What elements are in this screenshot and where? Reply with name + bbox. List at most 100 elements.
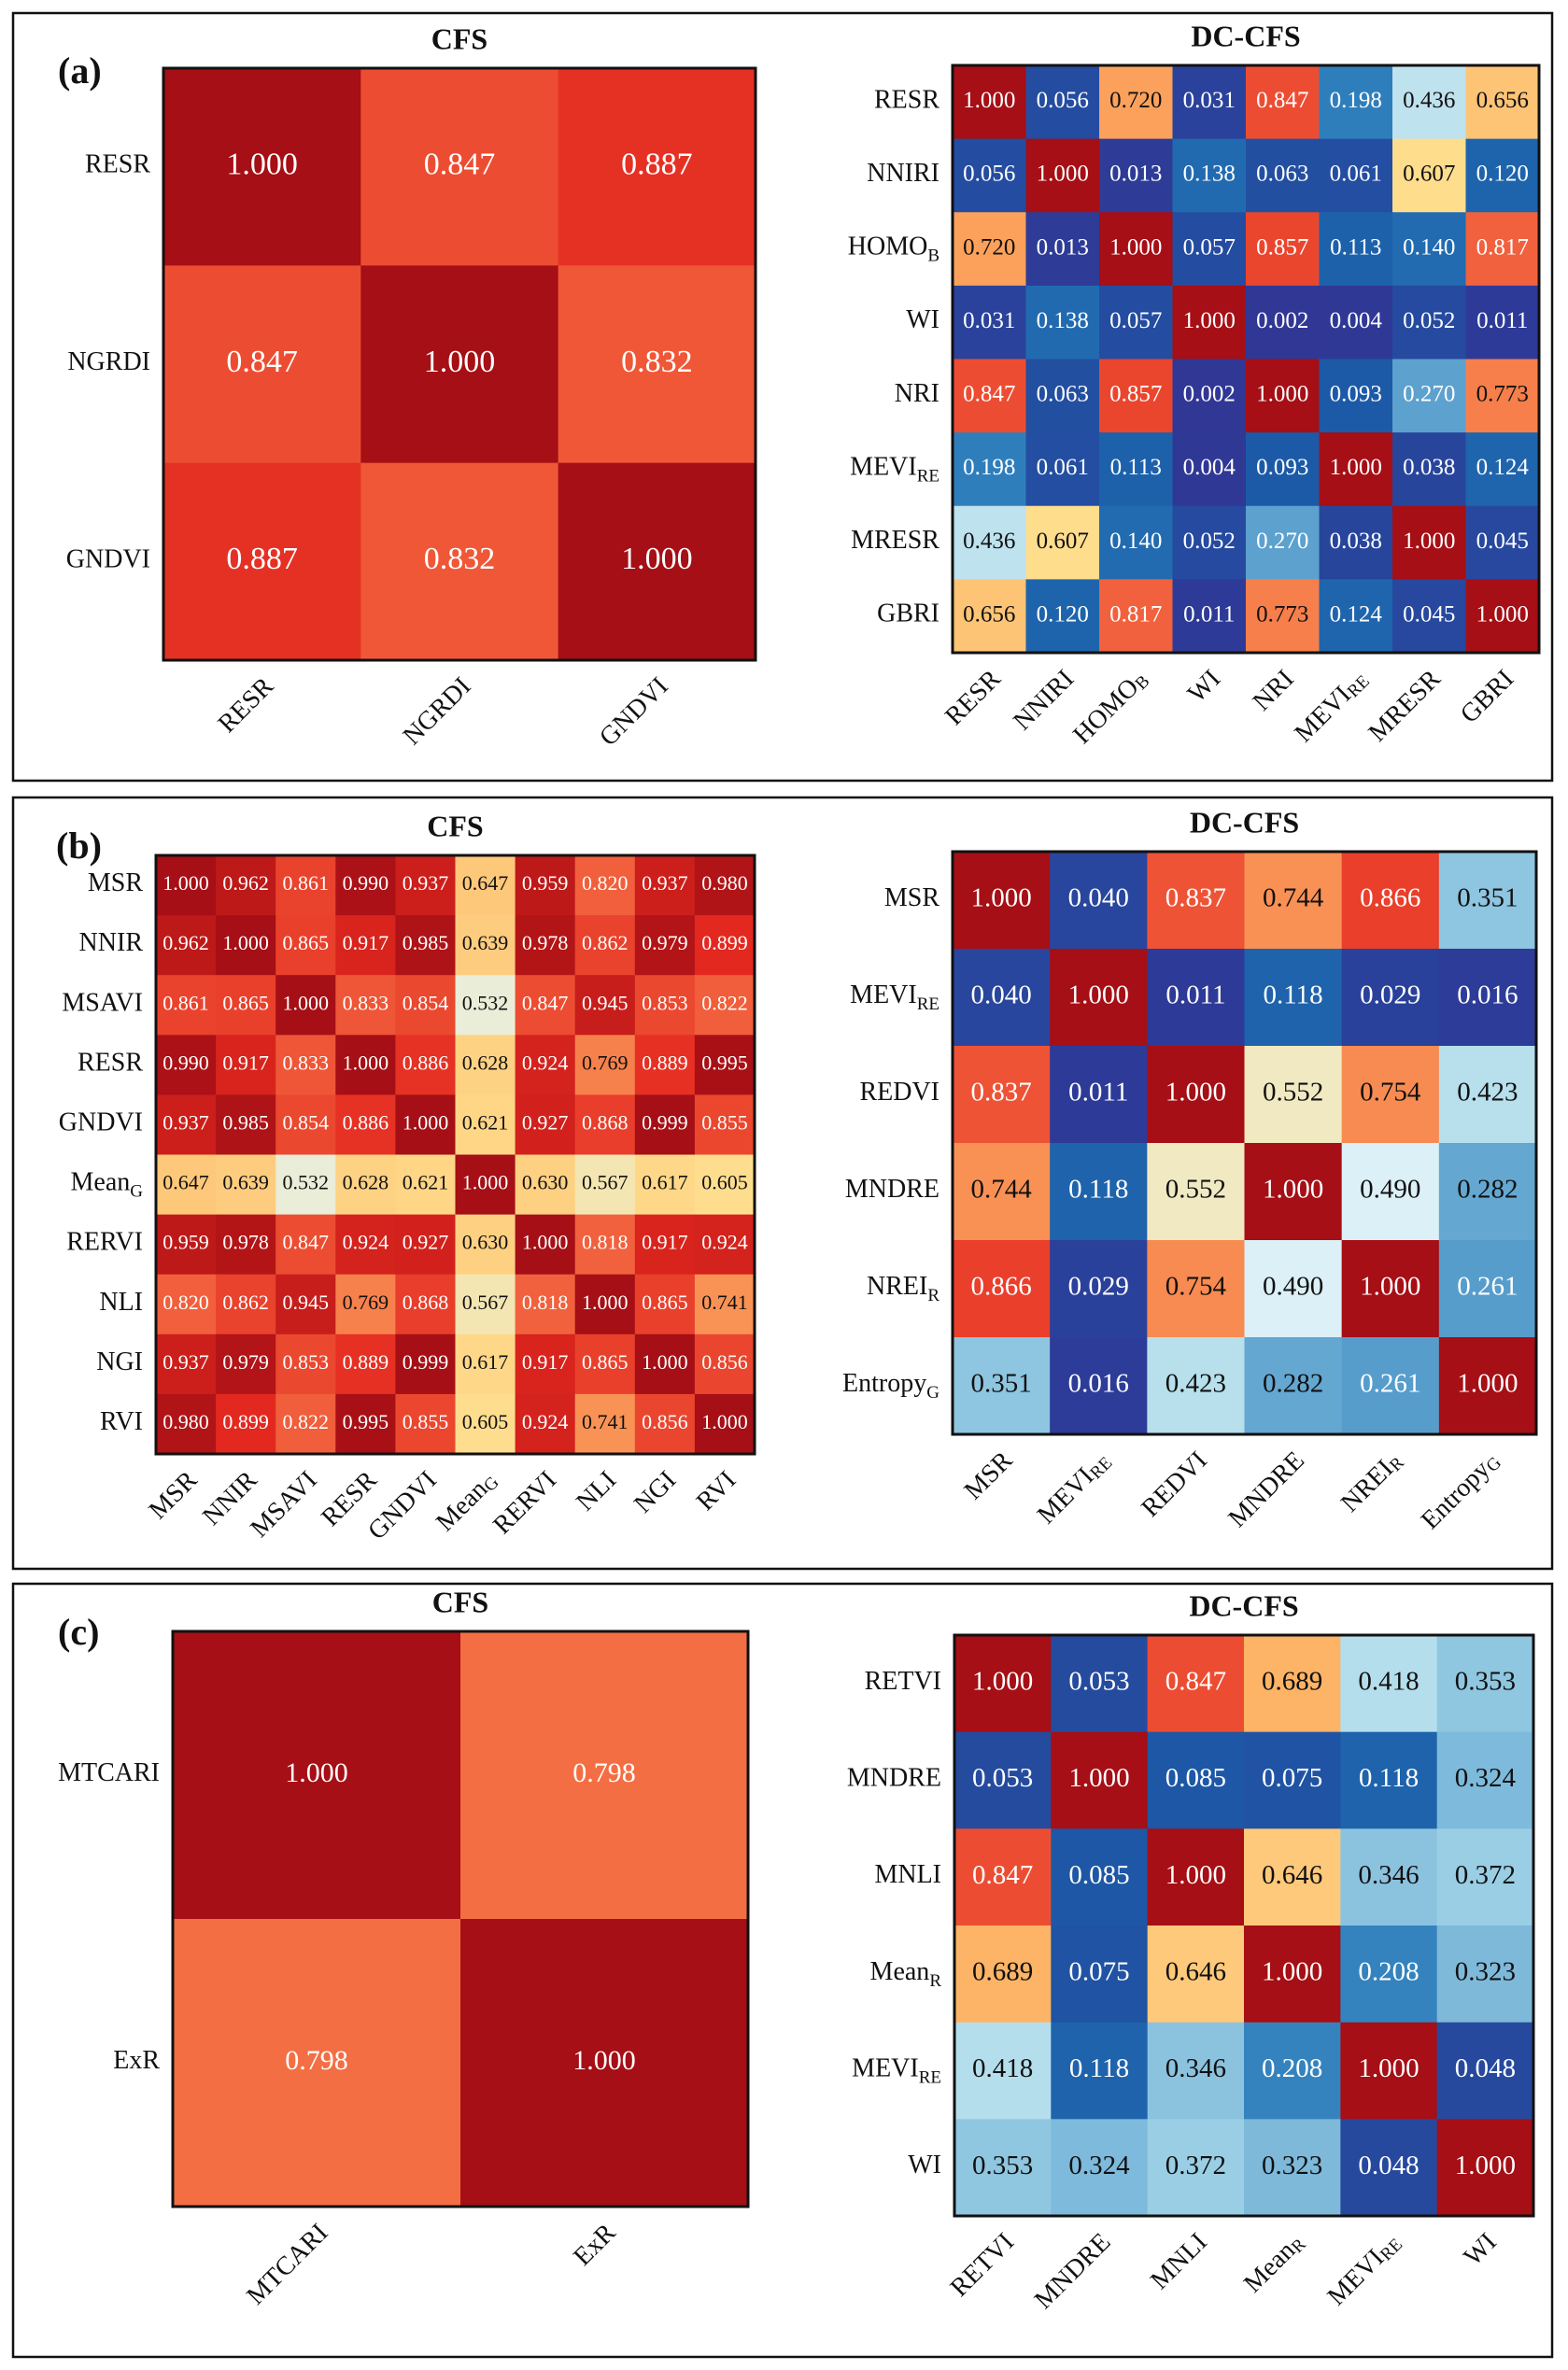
heatmap-cell <box>455 855 516 916</box>
cell-value-label: 0.917 <box>222 1051 269 1074</box>
heatmap-cell <box>634 1214 696 1276</box>
cell-value-label: 0.113 <box>1110 455 1162 480</box>
y-tick-label-main: RESR <box>78 1049 143 1078</box>
cell-value-label: 0.013 <box>1109 162 1162 187</box>
heatmap-cell <box>1436 1828 1534 1926</box>
cell-value-label: 0.057 <box>1109 308 1162 333</box>
cell-value-label: 0.868 <box>582 1110 629 1134</box>
cell-value-label: 1.000 <box>285 1757 348 1788</box>
cell-value-label: 0.979 <box>222 1350 269 1374</box>
cell-value-label: 0.937 <box>162 1110 209 1134</box>
cell-value-label: 0.346 <box>1358 1860 1419 1890</box>
cell-value-label: 0.837 <box>970 1078 1031 1107</box>
x-tick-label-main: RETVI <box>945 2228 1020 2303</box>
cell-value-label: 0.353 <box>972 2151 1033 2180</box>
cell-value-label: 0.324 <box>1455 1763 1517 1793</box>
cell-value-label: 0.886 <box>403 1051 449 1074</box>
heatmap-cell <box>515 1094 576 1155</box>
cell-value-label: 0.323 <box>1455 1956 1516 1986</box>
y-tick-label: ExR <box>113 2046 160 2075</box>
cell-value-label: 0.016 <box>1457 980 1518 1010</box>
heatmap-cell <box>694 855 756 916</box>
cell-value-label: 0.856 <box>701 1350 748 1374</box>
heatmap-cell <box>1051 2022 1149 2120</box>
heatmap-cell <box>460 1919 749 2208</box>
cell-value-label: 0.004 <box>1330 308 1383 333</box>
heatmap-cell <box>216 1154 276 1216</box>
cell-value-label: 0.847 <box>1165 1666 1226 1696</box>
cell-value-label: 0.532 <box>462 991 509 1014</box>
x-tick-label-main: GBRI <box>1455 665 1519 729</box>
y-tick-label-main: MTCARI <box>58 1758 160 1787</box>
heatmap-cell <box>335 1393 396 1455</box>
x-tick-label: MEVIRE <box>1290 665 1374 749</box>
heatmap-cell <box>360 265 559 464</box>
heatmap-cell <box>634 1035 696 1095</box>
heatmap-cell <box>1438 949 1537 1047</box>
cell-value-label: 0.962 <box>222 871 269 895</box>
heatmap-cell <box>216 1393 276 1455</box>
cell-value-label: 0.552 <box>1165 1175 1226 1205</box>
cell-value-label: 0.372 <box>1165 2151 1226 2180</box>
cell-value-label: 0.140 <box>1403 234 1455 260</box>
cell-value-label: 0.063 <box>1256 162 1308 187</box>
cell-value-label: 0.628 <box>462 1051 509 1074</box>
cell-value-label: 0.886 <box>343 1110 389 1134</box>
y-tick-label-main: RVI <box>100 1407 143 1436</box>
cell-value-label: 0.866 <box>1360 883 1420 913</box>
cell-value-label: 0.995 <box>701 1051 748 1074</box>
cell-value-label: 0.113 <box>1330 234 1381 260</box>
heatmap-cell <box>515 1154 576 1216</box>
cell-value-label: 1.000 <box>1403 529 1455 554</box>
heatmap-cell <box>515 1274 576 1335</box>
heatmap-cell <box>335 1214 396 1276</box>
x-tick-label-main: MRESR <box>1363 664 1447 747</box>
heatmap-cell <box>574 1035 636 1095</box>
heatmap-cell <box>1392 432 1466 507</box>
y-tick-label-main: RESR <box>85 150 150 179</box>
heatmap-cell <box>455 915 516 976</box>
x-tick-label-main: MSR <box>144 1465 204 1525</box>
heatmap-cell <box>694 1274 756 1335</box>
cell-value-label: 0.621 <box>403 1171 449 1194</box>
cell-value-label: 0.985 <box>403 931 449 954</box>
heatmap-cfs: CFS 1.000 0.847 0.887 0.847 1.000 0.832 0.887 0.… <box>66 21 757 752</box>
cell-value-label: 1.000 <box>701 1410 748 1433</box>
cell-value-label: 1.000 <box>162 871 209 895</box>
cell-value-label: 0.490 <box>1360 1175 1420 1205</box>
heatmap-cell <box>953 65 1026 140</box>
heatmap-cell <box>634 1393 696 1455</box>
heatmap-cell <box>953 359 1026 433</box>
heatmap-cell <box>1172 579 1247 654</box>
heatmap-cell <box>360 68 559 266</box>
x-tick-label-main: MTCARI <box>242 2219 334 2311</box>
heatmap-cell <box>953 212 1026 287</box>
heatmap-cell <box>1341 1046 1440 1144</box>
y-tick-label: RESR <box>78 1049 143 1078</box>
panel-a: (a) CFS 1.000 0.847 0.887 0.847 1.000 0.832 0.88… <box>11 11 1554 783</box>
heatmap-cell <box>953 1240 1051 1338</box>
cell-value-label: 0.063 <box>1037 382 1089 407</box>
cell-value-label: 0.865 <box>582 1350 629 1374</box>
heatmap-cell <box>1147 2119 1245 2217</box>
x-tick-label-main: NRI <box>1248 665 1300 717</box>
cell-value-label: 1.000 <box>963 88 1015 113</box>
heatmap-cell <box>455 1094 516 1155</box>
heatmap-cell <box>156 1035 217 1095</box>
x-tick-label-main: MSR <box>959 1446 1019 1505</box>
cell-value-label: 0.820 <box>582 871 629 895</box>
x-tick-label: NLI <box>571 1466 622 1517</box>
heatmap-cell <box>1050 1337 1148 1435</box>
cell-value-label: 0.120 <box>1037 601 1089 627</box>
y-tick-label-sub: RE <box>917 995 939 1014</box>
cell-value-label: 0.607 <box>1403 162 1455 187</box>
heatmap-cell <box>216 1333 276 1395</box>
heatmap-dc-cfs: DC-CFS 1.000 0.040 0.837 0.744 0.866 0.351 0.04… <box>842 805 1538 1535</box>
heatmap-cell <box>1246 212 1320 287</box>
x-tick-label: WI <box>1182 665 1226 709</box>
heatmap-cell <box>1244 2119 1341 2217</box>
heatmap-cell <box>1246 359 1320 433</box>
x-tick-label-main: MSAVI <box>246 1466 323 1544</box>
cell-value-label: 0.847 <box>226 345 298 379</box>
x-tick-label-main: NGI <box>629 1466 682 1519</box>
